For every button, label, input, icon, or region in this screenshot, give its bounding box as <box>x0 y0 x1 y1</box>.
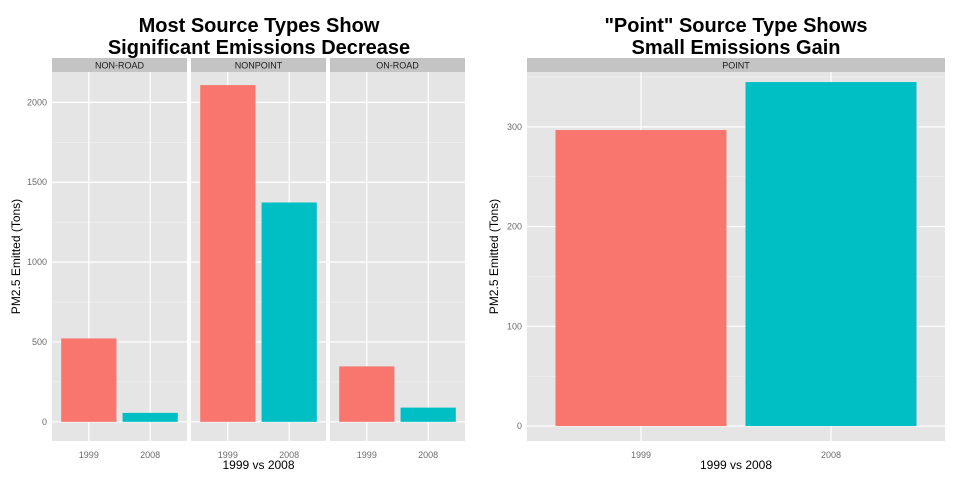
chart-2-title-line-2: Small Emissions Gain <box>632 37 841 59</box>
facet-strip-label: NONPOINT <box>235 61 283 71</box>
y-tick-label: 1000 <box>27 257 47 267</box>
x-axis-title: 1999 vs 2008 <box>222 458 294 472</box>
bar-nonpoint-2008 <box>261 202 317 422</box>
bar-on-road-2008 <box>400 407 456 422</box>
x-tick-label: 2008 <box>279 450 299 460</box>
y-tick-label: 2000 <box>27 97 47 107</box>
y-tick-label: 0 <box>517 421 522 431</box>
y-tick-label: 500 <box>32 337 47 347</box>
bar-point-2008 <box>745 82 917 427</box>
facet-strip-on-road <box>330 58 465 72</box>
x-tick-label: 1999 <box>631 450 651 460</box>
x-tick-label: 2008 <box>821 450 841 460</box>
x-tick-label: 2008 <box>140 450 160 460</box>
facet-strip-non-road <box>52 58 187 72</box>
bar-on-road-1999 <box>339 366 395 422</box>
y-axis-title: PM2.5 Emitted (Tons) <box>9 199 23 314</box>
x-tick-label: 1999 <box>79 450 99 460</box>
y-tick-label: 300 <box>507 122 522 132</box>
bar-non-road-1999 <box>61 338 117 422</box>
bar-point-1999 <box>555 130 727 427</box>
bar-non-road-2008 <box>122 412 178 422</box>
y-tick-label: 1500 <box>27 177 47 187</box>
y-tick-label: 100 <box>507 321 522 331</box>
y-tick-label: 200 <box>507 222 522 232</box>
chart-1-title-line-2: Significant Emissions Decrease <box>108 37 410 59</box>
y-tick-label: 0 <box>42 417 47 427</box>
chart-2-title-line-1: "Point" Source Type Shows <box>604 15 867 37</box>
x-tick-label: 1999 <box>357 450 377 460</box>
facet-strip-label: NON-ROAD <box>95 61 144 71</box>
x-tick-label: 1999 <box>218 450 238 460</box>
x-axis-title: 1999 vs 2008 <box>700 458 772 472</box>
chart-1-title-line-1: Most Source Types Show <box>139 15 380 37</box>
x-tick-label: 2008 <box>418 450 438 460</box>
facet-strip-point <box>527 58 945 72</box>
facet-strip-label: POINT <box>722 61 750 71</box>
facet-strip-nonpoint <box>191 58 326 72</box>
y-axis-title: PM2.5 Emitted (Tons) <box>487 199 501 314</box>
bar-nonpoint-1999 <box>200 85 256 422</box>
facet-strip-label: ON-ROAD <box>376 61 419 71</box>
